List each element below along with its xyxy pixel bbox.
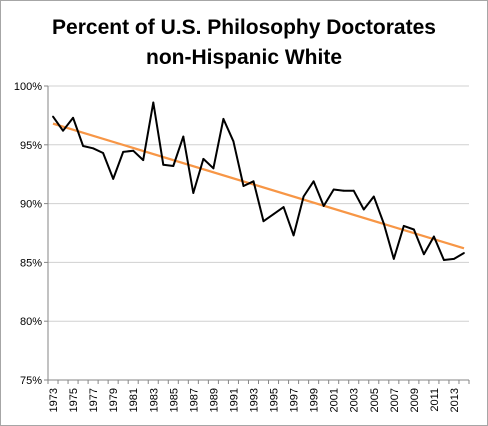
x-tick-label: 1981 [128,388,140,412]
data-point [382,222,385,225]
data-point [262,220,265,223]
x-tick-label: 1993 [248,388,260,412]
chart-title-line-2: non-Hispanic White [146,46,342,69]
data-point [352,189,355,192]
x-tick-label: 1989 [208,388,220,412]
data-point [392,257,395,260]
x-tick-label: 1979 [108,388,120,412]
y-tick-label: 95% [20,140,42,152]
data-point [132,149,135,152]
data-point [282,206,285,209]
x-tick-label: 2011 [429,388,441,412]
y-tick-label: 90% [20,199,42,211]
y-tick-label: 75% [20,375,42,387]
data-point [142,159,145,161]
series-line [52,101,465,261]
data-point [202,158,205,160]
chart-title-line-1: Percent of U.S. Philosophy Doctorates [52,16,436,39]
data-point [162,163,165,166]
data-point [52,115,54,118]
x-tick-label: 2001 [329,388,341,412]
data-point [252,180,255,183]
trendline [52,122,465,250]
data-point [182,135,185,138]
data-point [82,145,84,147]
data-point [372,195,375,198]
data-point [242,185,245,187]
data-point [102,152,105,154]
x-tick-label: 2013 [449,388,461,412]
x-tick-label: 1977 [88,388,100,412]
data-point [62,129,64,132]
data-point [302,195,305,198]
data-point [292,234,295,237]
data-point [272,213,275,216]
data-point [422,253,425,256]
data-point [322,205,325,207]
data-point [443,259,445,261]
data-point [463,252,465,254]
x-tick-label: 2003 [349,388,361,412]
x-tick-label: 2007 [389,388,401,412]
data-point [152,101,155,104]
data-point [222,118,225,120]
y-tick-label: 100% [14,81,42,93]
data-point [192,192,195,194]
x-tick-label: 1975 [68,388,80,412]
data-point [172,165,175,167]
data-point [122,150,125,153]
data-point [332,188,335,191]
data-point [362,208,365,211]
data-point [342,189,345,192]
y-tick-label: 85% [20,257,42,269]
data-point [453,257,455,260]
data-point [112,178,115,180]
data-point [433,235,435,238]
chart-title: Percent of U.S. Philosophy Doctorates no… [1,13,487,73]
data-point [402,225,405,227]
y-tick-label: 80% [20,316,42,328]
data-point [212,167,215,170]
x-tick-label: 2009 [409,388,421,412]
x-tick-label: 1973 [48,388,60,412]
x-tick-label: 1987 [188,388,200,412]
x-tick-label: 2005 [369,388,381,412]
data-point [232,140,235,143]
x-tick-label: 1983 [148,388,160,412]
data-point [92,147,95,150]
data-point [312,180,315,183]
x-tick-label: 1985 [168,388,180,412]
data-point [72,116,74,119]
data-point [412,228,415,231]
x-tick-label: 1991 [228,388,240,412]
x-tick-label: 1999 [309,388,321,412]
x-tick-label: 1995 [269,388,281,412]
x-tick-label: 1997 [289,388,301,412]
